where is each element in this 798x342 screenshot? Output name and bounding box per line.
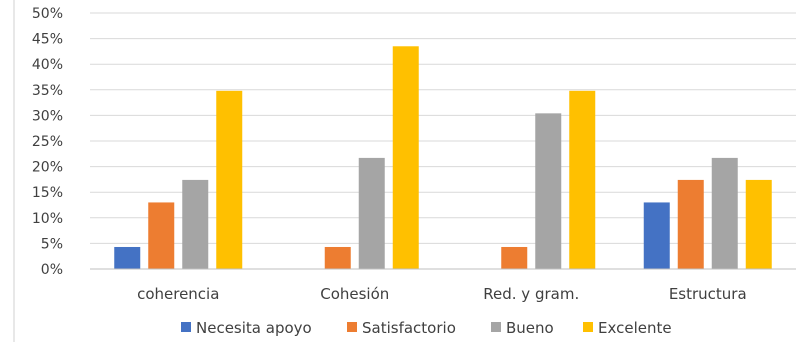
y-tick-label: 0% (41, 262, 63, 278)
bars (114, 46, 772, 270)
bar (148, 202, 175, 269)
y-tick-label: 15% (32, 185, 63, 201)
bar (182, 179, 209, 269)
legend-label: Excelente (598, 319, 672, 337)
y-tick-label: 45% (32, 32, 63, 48)
legend-label: Bueno (506, 319, 554, 337)
x-category-label: Cohesión (320, 285, 389, 303)
legend: Necesita apoyo Satisfactorio Bueno Excelent… (181, 319, 672, 337)
bar (114, 246, 141, 269)
y-tick-label: 10% (32, 211, 63, 227)
y-tick-label: 20% (32, 160, 63, 176)
bar (535, 113, 562, 270)
bar (711, 157, 738, 269)
bar (677, 179, 704, 269)
y-tick-label: 40% (32, 57, 63, 73)
bar (216, 90, 243, 269)
y-tick-label: 35% (32, 83, 63, 99)
bar (501, 246, 528, 269)
bar (358, 157, 385, 269)
y-tick-label: 50% (32, 6, 63, 22)
legend-swatch (347, 322, 357, 332)
y-tick-label: 30% (32, 108, 63, 124)
y-tick-label: 25% (32, 134, 63, 150)
bar (643, 202, 670, 269)
y-axis-tick-labels: 0% 5% 10% 15% 20% 25% 30% 35% 40% 45% 50% (32, 6, 63, 278)
x-category-label: coherencia (137, 285, 219, 303)
bar (745, 179, 772, 269)
category-labels: coherencia Cohesión Red. y gram. Estructura (137, 285, 747, 303)
x-category-label: Estructura (669, 285, 747, 303)
x-category-label: Red. y gram. (483, 285, 579, 303)
legend-label: Satisfactorio (362, 319, 456, 337)
legend-swatch (181, 322, 191, 332)
bar (324, 246, 351, 269)
legend-swatch (491, 322, 501, 332)
y-tick-label: 5% (41, 236, 63, 252)
bar (392, 46, 419, 269)
legend-label: Necesita apoyo (196, 319, 312, 337)
bar (569, 90, 596, 269)
legend-swatch (583, 322, 593, 332)
